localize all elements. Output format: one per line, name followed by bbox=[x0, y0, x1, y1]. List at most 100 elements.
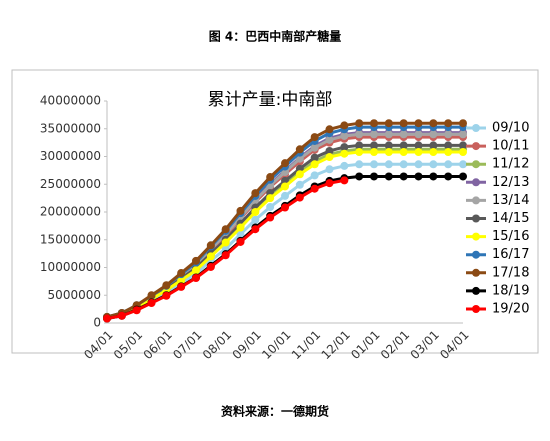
data-point bbox=[117, 311, 126, 320]
data-point bbox=[399, 160, 408, 169]
chart-title: 累计产量:中南部 bbox=[208, 90, 333, 110]
x-tick-label: 11/01 bbox=[289, 328, 323, 362]
data-point bbox=[340, 121, 349, 130]
data-point bbox=[370, 160, 378, 169]
x-tick-label: 02/01 bbox=[378, 328, 412, 362]
y-tick-label: 10000000 bbox=[40, 260, 101, 274]
data-point bbox=[206, 262, 215, 271]
data-point bbox=[325, 179, 334, 188]
data-point bbox=[295, 180, 304, 189]
data-point bbox=[281, 191, 289, 200]
data-point bbox=[251, 189, 260, 198]
data-point bbox=[221, 251, 230, 260]
y-tick-label: 5000000 bbox=[48, 288, 101, 302]
data-point bbox=[132, 306, 141, 315]
data-point bbox=[192, 274, 200, 283]
data-point bbox=[177, 282, 186, 291]
data-point bbox=[399, 130, 408, 139]
data-point bbox=[414, 141, 423, 150]
data-point bbox=[192, 256, 200, 265]
data-point bbox=[370, 148, 378, 157]
data-point bbox=[221, 238, 230, 247]
data-point bbox=[459, 148, 467, 157]
data-point bbox=[236, 223, 245, 232]
data-point bbox=[325, 165, 334, 174]
data-point bbox=[147, 291, 156, 300]
data-point bbox=[162, 291, 171, 300]
y-tick-label: 25000000 bbox=[40, 177, 101, 191]
data-point bbox=[355, 160, 364, 169]
data-point bbox=[147, 299, 156, 308]
source-note: 资料来源：一德期货 bbox=[221, 404, 329, 419]
data-point bbox=[325, 125, 334, 134]
chart-frame bbox=[11, 69, 539, 354]
data-point bbox=[370, 119, 378, 128]
legend-label: 17/18 bbox=[492, 265, 529, 280]
data-point bbox=[310, 171, 319, 180]
data-point bbox=[384, 130, 393, 139]
data-point bbox=[251, 208, 260, 216]
legend-marker bbox=[472, 178, 480, 187]
data-point bbox=[162, 281, 171, 290]
data-point bbox=[340, 176, 349, 185]
legend-marker bbox=[472, 305, 480, 313]
data-point bbox=[295, 164, 304, 173]
data-point bbox=[459, 141, 467, 150]
data-point bbox=[251, 215, 260, 224]
data-point bbox=[281, 203, 289, 212]
data-point bbox=[459, 130, 467, 139]
data-point bbox=[355, 130, 364, 139]
data-point bbox=[459, 119, 467, 128]
data-point bbox=[295, 170, 304, 179]
data-point bbox=[384, 172, 393, 181]
data-point bbox=[103, 314, 111, 323]
x-tick-label: 04/01 bbox=[437, 328, 471, 362]
data-point bbox=[370, 172, 378, 181]
data-point bbox=[355, 141, 364, 150]
data-point bbox=[340, 131, 349, 140]
legend-label: 10/11 bbox=[492, 139, 529, 154]
x-tick-label: 10/01 bbox=[259, 328, 293, 362]
data-point bbox=[221, 225, 230, 234]
data-point bbox=[444, 172, 453, 181]
data-point bbox=[459, 172, 467, 181]
x-tick-label: 09/01 bbox=[230, 328, 264, 362]
data-point bbox=[399, 148, 408, 157]
x-tick-label: 01/01 bbox=[348, 328, 382, 362]
data-point bbox=[429, 160, 438, 169]
data-point bbox=[325, 146, 334, 155]
data-point bbox=[355, 172, 364, 181]
legend-marker bbox=[472, 232, 480, 241]
data-point bbox=[236, 230, 245, 239]
data-point bbox=[384, 148, 393, 157]
legend-marker bbox=[472, 268, 480, 277]
data-point bbox=[281, 182, 289, 191]
data-point bbox=[340, 149, 349, 158]
legend-label: 14/15 bbox=[492, 211, 529, 226]
data-point bbox=[310, 133, 319, 142]
data-point bbox=[177, 269, 186, 278]
data-point bbox=[384, 119, 393, 128]
x-tick-label: 08/01 bbox=[200, 328, 234, 362]
data-point bbox=[310, 184, 319, 193]
legend-label: 19/20 bbox=[492, 302, 529, 317]
y-tick-label: 20000000 bbox=[40, 205, 101, 219]
data-point bbox=[429, 130, 438, 139]
data-point bbox=[414, 172, 423, 181]
data-point bbox=[236, 237, 245, 246]
legend-marker bbox=[472, 124, 480, 132]
data-point bbox=[444, 141, 453, 150]
page-title: 图 4：巴西中南部产糖量 bbox=[209, 29, 342, 44]
data-point bbox=[295, 154, 304, 163]
data-point bbox=[340, 161, 349, 170]
legend-marker bbox=[472, 196, 480, 205]
data-point bbox=[206, 241, 215, 250]
data-point bbox=[192, 266, 200, 275]
y-tick-label: 35000000 bbox=[40, 121, 101, 135]
data-point bbox=[206, 252, 215, 261]
data-point bbox=[325, 135, 334, 144]
data-point bbox=[459, 160, 467, 169]
legend-label: 16/17 bbox=[492, 247, 529, 262]
data-point bbox=[340, 143, 349, 152]
